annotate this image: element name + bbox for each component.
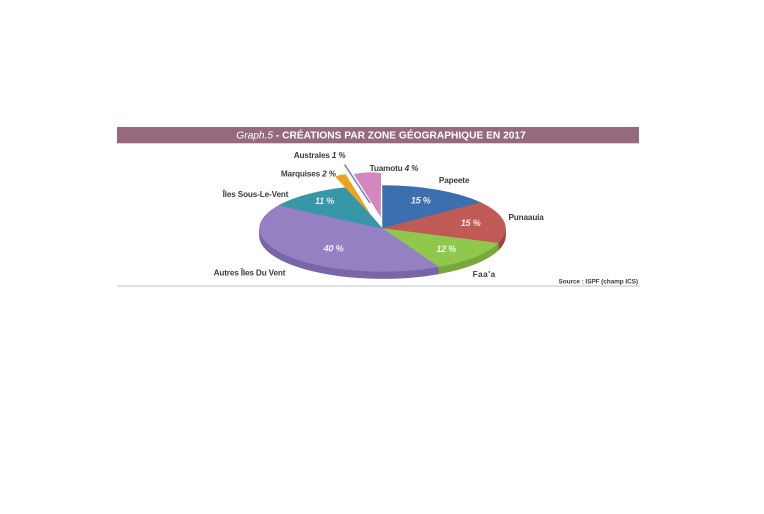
svg-text:Punaauia: Punaauia <box>509 213 545 222</box>
svg-text:Source : ISPF (champ ICS): Source : ISPF (champ ICS) <box>559 278 639 285</box>
svg-text:Autres Îles Du Vent: Autres Îles Du Vent <box>214 266 286 277</box>
svg-text:Marquises 2 %: Marquises 2 % <box>281 169 337 178</box>
svg-text:Australes 1 %: Australes 1 % <box>294 151 347 160</box>
svg-text:11 %: 11 % <box>315 196 334 206</box>
svg-text:Faa'a: Faa'a <box>473 270 496 279</box>
svg-text:15 %: 15 % <box>411 196 431 206</box>
svg-text:15 %: 15 % <box>461 218 481 228</box>
svg-text:40 %: 40 % <box>323 243 344 253</box>
svg-text:Graph.5 - CRÉATIONS PAR ZONE G: Graph.5 - CRÉATIONS PAR ZONE GÉOGRAPHIQU… <box>236 129 526 142</box>
svg-text:12 %: 12 % <box>436 244 456 254</box>
svg-text:Îles Sous-Le-Vent: Îles Sous-Le-Vent <box>222 188 289 199</box>
svg-text:Tuamotu 4 %: Tuamotu 4 % <box>370 164 420 173</box>
svg-text:Papeete: Papeete <box>439 176 470 185</box>
